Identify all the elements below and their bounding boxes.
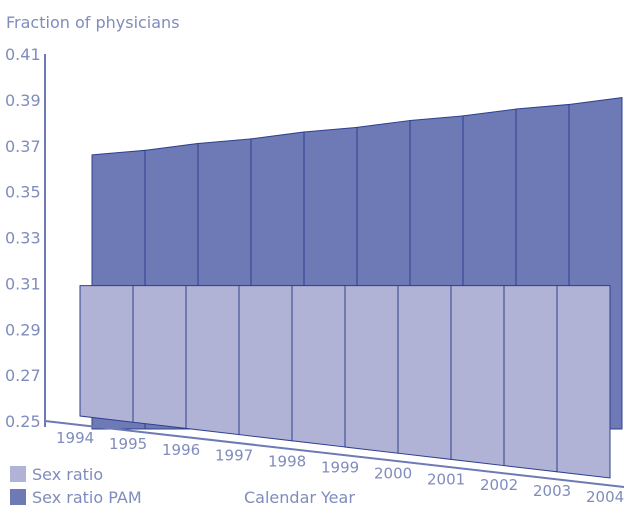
legend: Sex ratio Sex ratio PAM xyxy=(10,465,142,507)
sex-ratio-bar xyxy=(132,285,187,429)
x-tick-label: 2000 xyxy=(374,464,412,482)
legend-swatch-sex-ratio-pam xyxy=(10,489,26,505)
sex-ratio-bar xyxy=(450,285,505,467)
legend-label-sex-ratio-pam: Sex ratio PAM xyxy=(32,488,142,507)
x-tick-label: 2002 xyxy=(480,476,518,494)
y-axis: 0.25 0.27 0.29 0.31 0.33 0.35 0.37 0.39 0.41 xyxy=(5,45,46,431)
y-tick-label: 0.27 xyxy=(5,366,41,385)
x-tick-label: 1997 xyxy=(215,447,253,465)
y-tick-label: 0.33 xyxy=(5,229,41,248)
x-tick-label: 2004 xyxy=(586,488,624,506)
x-tick-label: 1998 xyxy=(268,453,306,471)
sex-ratio-bar xyxy=(291,285,346,448)
sex-ratio-bar xyxy=(556,285,611,479)
sex-ratio-bar xyxy=(185,285,240,436)
y-tick-label: 0.37 xyxy=(5,137,41,156)
y-tick-label: 0.25 xyxy=(5,412,41,431)
y-axis-title: Fraction of physicians xyxy=(6,13,180,32)
x-tick-label: 2001 xyxy=(427,470,465,488)
series-sex-ratio xyxy=(79,285,611,479)
legend-label-sex-ratio: Sex ratio xyxy=(32,465,103,484)
x-tick-label: 1994 xyxy=(56,429,94,447)
x-tick-label: 1995 xyxy=(109,435,147,453)
x-axis-line xyxy=(44,420,625,488)
sex-ratio-bar xyxy=(238,285,293,442)
x-tick-label: 2003 xyxy=(533,482,571,500)
sex-ratio-bar xyxy=(79,285,134,423)
y-tick-label: 0.41 xyxy=(5,45,41,64)
sex-ratio-bar xyxy=(344,285,399,454)
x-tick-label: 1996 xyxy=(162,441,200,459)
sex-ratio-bar xyxy=(503,285,558,473)
y-tick-label: 0.31 xyxy=(5,274,41,293)
legend-swatch-sex-ratio xyxy=(10,466,26,482)
y-tick-label: 0.29 xyxy=(5,320,41,339)
x-axis-title: Calendar Year xyxy=(244,488,355,507)
x-axis: 1994 1995 1996 1997 1998 1999 2000 2001 2002 2003… xyxy=(44,420,625,506)
y-tick-label: 0.39 xyxy=(5,91,41,110)
x-tick-label: 1999 xyxy=(321,459,359,477)
sex-ratio-bar xyxy=(397,285,452,460)
y-tick-label: 0.35 xyxy=(5,183,41,202)
